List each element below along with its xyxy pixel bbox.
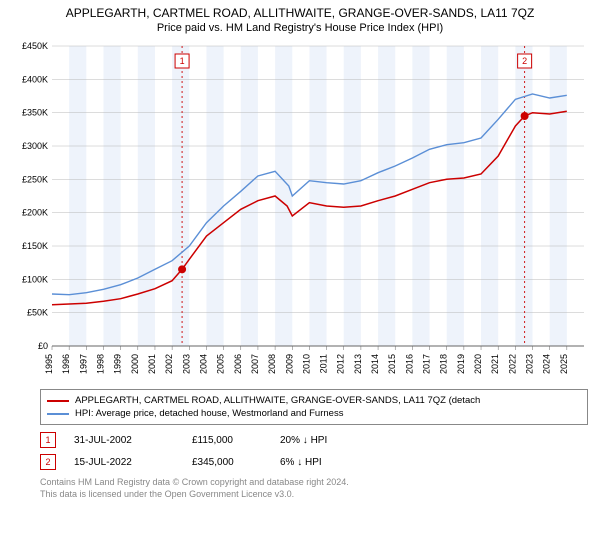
x-tick-label: 2023 — [525, 354, 535, 374]
x-tick-label: 2005 — [216, 354, 226, 374]
footer-line2: This data is licensed under the Open Gov… — [40, 489, 588, 501]
x-tick-label: 2012 — [336, 354, 346, 374]
footer: Contains HM Land Registry data © Crown c… — [40, 477, 588, 500]
x-tick-label: 2010 — [301, 354, 311, 374]
legend-item: HPI: Average price, detached house, West… — [47, 407, 581, 420]
marker-table: 1 31-JUL-2002 £115,000 20% ↓ HPI 2 15-JUL-202… — [40, 429, 588, 473]
x-tick-label: 2022 — [507, 354, 517, 374]
y-tick-label: £450K — [22, 41, 48, 51]
legend-swatch — [47, 413, 69, 415]
y-tick-label: £0 — [38, 341, 48, 351]
marker-label: 1 — [180, 56, 185, 66]
x-tick-label: 2002 — [164, 354, 174, 374]
y-tick-label: £300K — [22, 141, 48, 151]
x-tick-label: 2019 — [456, 354, 466, 374]
y-tick-label: £50K — [27, 308, 48, 318]
y-tick-label: £350K — [22, 108, 48, 118]
legend-label: APPLEGARTH, CARTMEL ROAD, ALLITHWAITE, G… — [75, 395, 480, 406]
marker-diff: 6% ↓ HPI — [280, 457, 360, 468]
marker-row: 1 31-JUL-2002 £115,000 20% ↓ HPI — [40, 429, 588, 451]
x-tick-label: 2007 — [250, 354, 260, 374]
marker-label: 2 — [522, 56, 527, 66]
marker-row: 2 15-JUL-2022 £345,000 6% ↓ HPI — [40, 451, 588, 473]
marker-diff: 20% ↓ HPI — [280, 435, 360, 446]
x-tick-label: 2018 — [439, 354, 449, 374]
chart-container: APPLEGARTH, CARTMEL ROAD, ALLITHWAITE, G… — [0, 0, 600, 500]
x-tick-label: 2014 — [370, 354, 380, 374]
marker-date: 15-JUL-2022 — [74, 457, 174, 468]
x-tick-label: 2003 — [181, 354, 191, 374]
line-chart: £0 £50K £100K £150K £200K £250K £300K £350K £400… — [10, 38, 590, 383]
title-main: APPLEGARTH, CARTMEL ROAD, ALLITHWAITE, G… — [10, 6, 590, 20]
y-tick-label: £200K — [22, 208, 48, 218]
marker-badge: 1 — [40, 432, 56, 448]
x-tick-label: 1996 — [61, 354, 71, 374]
y-tick-label: £400K — [22, 74, 48, 84]
y-tick-label: £250K — [22, 174, 48, 184]
legend-item: APPLEGARTH, CARTMEL ROAD, ALLITHWAITE, G… — [47, 394, 581, 407]
footer-line1: Contains HM Land Registry data © Crown c… — [40, 477, 588, 489]
x-tick-label: 2008 — [267, 354, 277, 374]
x-tick-label: 2009 — [284, 354, 294, 374]
legend-label: HPI: Average price, detached house, West… — [75, 408, 343, 419]
x-tick-label: 2025 — [559, 354, 569, 374]
x-tick-label: 1998 — [95, 354, 105, 374]
x-tick-label: 2017 — [422, 354, 432, 374]
x-tick-label: 2021 — [490, 354, 500, 374]
x-tick-label: 1999 — [113, 354, 123, 374]
x-tick-label: 1995 — [44, 354, 54, 374]
legend: APPLEGARTH, CARTMEL ROAD, ALLITHWAITE, G… — [40, 389, 588, 425]
y-tick-label: £150K — [22, 241, 48, 251]
x-tick-label: 2016 — [404, 354, 414, 374]
x-tick-label: 2000 — [130, 354, 140, 374]
chart-area: £0 £50K £100K £150K £200K £250K £300K £350K £400… — [10, 38, 590, 383]
x-tick-label: 2004 — [198, 354, 208, 374]
x-tick-label: 1997 — [78, 354, 88, 374]
x-tick-label: 2020 — [473, 354, 483, 374]
x-tick-label: 2015 — [387, 354, 397, 374]
x-tick-label: 2013 — [353, 354, 363, 374]
y-tick-label: £100K — [22, 274, 48, 284]
title-block: APPLEGARTH, CARTMEL ROAD, ALLITHWAITE, G… — [0, 0, 600, 38]
legend-swatch — [47, 400, 69, 402]
x-tick-label: 2006 — [233, 354, 243, 374]
marker-price: £115,000 — [192, 435, 262, 446]
x-tick-label: 2001 — [147, 354, 157, 374]
x-tick-label: 2011 — [319, 354, 329, 373]
marker-price: £345,000 — [192, 457, 262, 468]
title-sub: Price paid vs. HM Land Registry's House … — [10, 22, 590, 34]
marker-date: 31-JUL-2002 — [74, 435, 174, 446]
marker-badge: 2 — [40, 454, 56, 470]
x-tick-label: 2024 — [542, 354, 552, 374]
